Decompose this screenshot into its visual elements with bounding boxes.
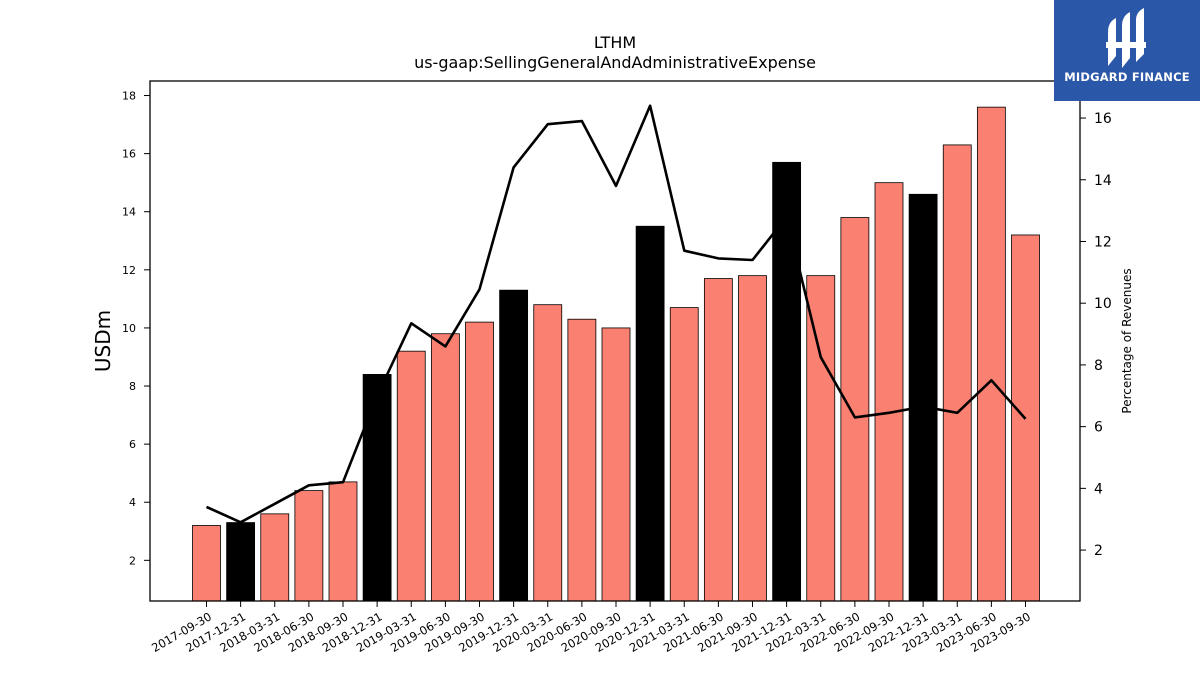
bar-2018-09-30 [328,481,358,602]
y2-tick-label: 2 [1094,543,1103,559]
x-axis: 2017-09-302017-12-312018-03-312018-06-30… [149,601,1033,655]
bar-2022-03-31 [806,275,836,602]
y-tick-label: 12 [122,264,136,277]
y2-tick-label: 12 [1094,234,1112,250]
right-axis: 2 4 6 8 10 12 14 16 [1080,111,1112,559]
bar-2020-12-31 [635,225,665,602]
bar-2022-12-31 [908,193,938,602]
bar-2018-06-30 [294,490,324,602]
percentage-line [205,104,1027,524]
bar-2019-03-31 [396,350,426,602]
bar-2021-12-31 [772,161,802,602]
y-tick-label: 16 [122,148,136,161]
brand-logo: MIDGARD FINANCE [1054,0,1200,101]
left-axis: 2 4 6 8 10 12 14 16 18 [122,90,150,567]
chart-subtitle: us-gaap:SellingGeneralAndAdministrativeE… [414,53,816,72]
y-tick-label: 18 [122,90,136,103]
bar-2017-09-30 [192,525,221,602]
midgard-logo-icon [1106,8,1146,68]
y2-tick-label: 6 [1094,420,1103,436]
y-tick-label: 4 [129,496,136,509]
bar-2019-12-31 [499,289,529,602]
bar-series [192,106,1040,602]
y-tick-label: 10 [122,322,136,335]
y-axis-label: USDm [91,310,115,372]
bar-2019-06-30 [430,333,460,602]
bar-2023-06-30 [976,106,1006,602]
bar-2022-06-30 [840,217,870,602]
y2-tick-label: 14 [1094,173,1112,189]
plot-frame [149,80,1081,602]
bar-2021-03-31 [669,307,699,602]
bar-2018-12-31 [362,374,392,602]
bar-2020-09-30 [601,327,631,602]
y2-tick-label: 8 [1094,358,1103,374]
brand-name: MIDGARD FINANCE [1064,70,1190,84]
y2-tick-label: 4 [1094,481,1103,497]
bar-2021-09-30 [738,275,767,602]
y2-tick-label: 16 [1094,111,1112,127]
y2-axis-label: Percentage of Revenues [1120,268,1134,413]
y-tick-label: 14 [122,206,136,219]
bar-2020-06-30 [567,318,597,602]
bar-2018-03-31 [260,513,290,602]
y2-tick-label: 10 [1094,296,1112,312]
bar-2021-06-30 [703,278,733,602]
bar-2017-12-31 [226,522,256,602]
y-tick-label: 2 [129,554,136,567]
bar-2019-09-30 [465,321,494,602]
chart-title: LTHM [594,33,636,52]
bar-2020-03-31 [533,304,563,602]
y-tick-label: 6 [129,438,136,451]
y-tick-label: 8 [129,380,136,393]
bar-2022-09-30 [874,182,904,602]
bar-2023-03-31 [942,144,972,602]
